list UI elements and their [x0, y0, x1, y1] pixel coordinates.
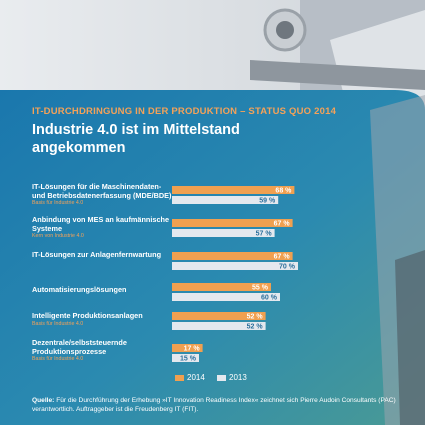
bar-value-label: 67 %: [274, 221, 291, 228]
legend-label: 2014: [187, 373, 205, 383]
bar-2014: [172, 252, 293, 260]
row-label-group: Automatisierungslösungen: [32, 285, 172, 295]
bar-value-label: 70 %: [279, 264, 296, 271]
legend-swatch-2013: [217, 375, 227, 382]
row-label-group: Dezentrale/selbststeuernde Produktionspr…: [32, 338, 172, 363]
source-footnote: Quelle: Für die Durchführung der Erhebun…: [32, 396, 402, 414]
row-label: IT-Lösungen für die Maschinendaten- und …: [32, 182, 172, 200]
bar-2013: [172, 229, 275, 237]
footnote-text: Für die Durchführung der Erhebung »IT In…: [32, 397, 396, 413]
legend-item-2014: 2014: [175, 373, 205, 382]
row-label: Automatisierungslösungen: [32, 285, 127, 294]
bar-2013: [172, 196, 279, 204]
row-sublabel: Kern von Industrie 4.0: [32, 233, 84, 239]
bar-2014: [172, 219, 293, 227]
legend-item-2013: 2013: [217, 373, 247, 382]
row-label-group: IT-Lösungen für die Maschinendaten- und …: [32, 182, 172, 207]
legend-label: 2013: [229, 373, 247, 383]
bar-value-label: 52 %: [247, 314, 264, 321]
chart-title: Industrie 4.0 ist im Mittelstand angekom…: [32, 122, 240, 156]
row-label-group: Intelligente Produktionsanlagen Basis fü…: [32, 311, 172, 328]
row-sublabel: Basis für Industrie 4.0: [32, 320, 84, 327]
footnote-prefix: Quelle:: [32, 397, 55, 404]
legend-swatch-2014: [175, 375, 184, 382]
row-sublabel: Basis für Industrie 4.0: [32, 356, 84, 362]
row-label: Dezentrale/selbststeuernde Produktionspr…: [32, 338, 127, 356]
bar-2013: [172, 293, 280, 301]
bar-value-label: 52 %: [247, 324, 264, 331]
bar-value-label: 57 %: [256, 231, 273, 238]
bar-value-label: 15 %: [180, 356, 197, 363]
bar-2014: [172, 312, 266, 320]
legend: 2014 2013: [175, 373, 257, 382]
bar-value-label: 67 %: [274, 254, 291, 261]
kicker-heading: IT-DURCHDRINGUNG IN DER PRODUKTION – STA…: [32, 106, 337, 117]
bar-value-label: 60 %: [261, 295, 278, 302]
bar-value-label: 55 %: [252, 285, 269, 292]
bar-2014: [172, 283, 271, 291]
bar-2013: [172, 262, 298, 270]
bar-value-label: 59 %: [259, 198, 276, 205]
bar-2013: [172, 322, 266, 330]
bar-2014: [172, 186, 295, 194]
bar-2014: [172, 344, 203, 352]
bar-value-label: 68 %: [275, 188, 292, 195]
row-sublabel: Basis für Industrie 4.0: [32, 200, 84, 206]
bar-2013: [172, 354, 199, 362]
row-label: Intelligente Produktionsanlagen: [32, 311, 143, 320]
bar-value-label: 17 %: [184, 346, 201, 353]
row-label-group: Anbindung von MES an kaufmännische Syste…: [32, 215, 172, 240]
row-label: Anbindung von MES an kaufmännische Syste…: [32, 215, 170, 233]
row-label-group: IT-Lösungen zur Anlagenfernwartung: [32, 250, 172, 260]
row-label: IT-Lösungen zur Anlagenfernwartung: [32, 250, 162, 259]
